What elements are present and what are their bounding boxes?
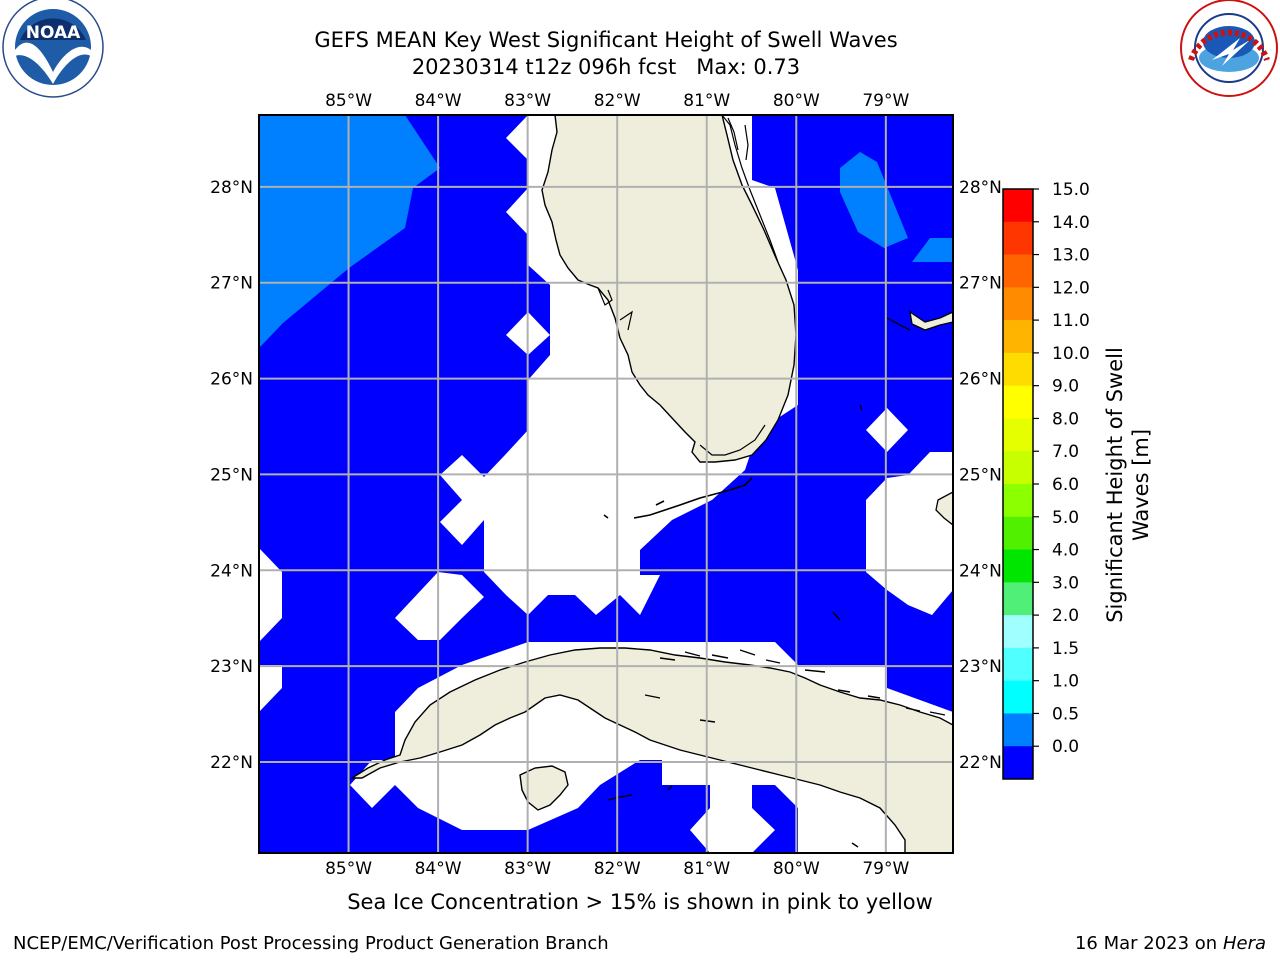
colorbar-swatch: [1003, 320, 1033, 354]
colorbar-swatch: [1003, 385, 1033, 419]
lon-tick-label-bottom: 82°W: [594, 859, 641, 879]
land-cuba: [349, 647, 953, 853]
colorbar-tick-label: 5.0: [1052, 508, 1079, 528]
no-data-region: [259, 548, 282, 642]
lat-tick-label-left: 26°N: [210, 370, 253, 390]
colorbar-swatch: [1003, 484, 1033, 518]
colorbar-swatch: [1003, 680, 1033, 714]
colorbar-tick-label: 3.0: [1052, 573, 1079, 593]
lat-tick-label-right: 26°N: [959, 370, 1002, 390]
footer-date-text: 16 Mar 2023 on: [1074, 933, 1218, 954]
chart-title: GEFS MEAN Key West Significant Height of…: [314, 28, 898, 52]
colorbar-swatch: [1003, 516, 1033, 551]
lon-tick-label-top: 79°W: [862, 91, 909, 111]
no-data-region: [259, 665, 282, 712]
colorbar-tick-label: 14.0: [1052, 213, 1090, 233]
footer-credit: NCEP/EMC/Verification Post Processing Pr…: [13, 933, 609, 954]
swell-mid-region: [912, 238, 953, 262]
colorbar-tick-label: 11.0: [1052, 311, 1090, 331]
lon-tick-label-bottom: 79°W: [862, 859, 909, 879]
colorbar: 15.0 14.0 13.0 12.0 11.0 10.0 9.0 8.0 7.0 6.0 5.0 4…: [1002, 180, 1153, 780]
colorbar-swatch: [1003, 451, 1033, 485]
colorbar-swatch: [1003, 582, 1033, 616]
map-area: [259, 115, 953, 853]
colorbar-tick-label: 10.0: [1052, 344, 1090, 364]
no-data-region: [395, 572, 484, 640]
colorbar-tick-label: 13.0: [1052, 246, 1090, 266]
colorbar-swatch: [1003, 549, 1033, 583]
colorbar-tick-label: 15.0: [1052, 180, 1090, 200]
lat-tick-label-right: 28°N: [959, 178, 1002, 198]
colorbar-tick-label: 12.0: [1052, 278, 1090, 298]
footer-host: Hera: [1222, 933, 1266, 954]
lon-tick-label-top: 82°W: [594, 91, 641, 111]
colorbar-swatch: [1003, 647, 1033, 682]
map-frame: [258, 114, 954, 854]
colorbar-tick-label: 4.0: [1052, 541, 1079, 561]
colorbar-label: Significant Height of Swell Waves [m]: [1103, 347, 1153, 623]
coastline-detail: [597, 115, 779, 456]
lon-tick-label-bottom: 85°W: [325, 859, 372, 879]
lat-tick-label-right: 24°N: [959, 561, 1002, 581]
colorbar-tick-label: 1.0: [1052, 672, 1079, 692]
map-gridlines: [259, 115, 953, 853]
land-bahamas: [909, 310, 953, 331]
lon-tick-label-top: 83°W: [504, 91, 551, 111]
chart-subtitle: 20230314 t12z 096h fcst Max: 0.73: [411, 55, 801, 79]
lon-tick-label-top: 81°W: [683, 91, 730, 111]
map-axis-labels: 85°W 85°W 84°W 84°W 83°W 83°W 82°W 82°W 81°W 81°W…: [210, 91, 1002, 879]
florida-keys: [603, 477, 753, 519]
cuba-keys: [644, 649, 946, 723]
footer-date: 16 Mar 2023 on Hera: [1075, 933, 1266, 954]
lon-tick-label-top: 85°W: [325, 91, 372, 111]
colorbar-tick-label: 2.0: [1052, 606, 1079, 626]
nws-logo: [1180, 0, 1278, 97]
colorbar-swatch: [1003, 254, 1033, 288]
land-bahamas: [935, 491, 953, 526]
colorbar-tick-label: 8.0: [1052, 409, 1079, 429]
lat-tick-label-left: 22°N: [210, 753, 253, 773]
colorbar-swatch: [1003, 713, 1033, 747]
colorbar-swatch: [1003, 352, 1033, 387]
noaa-logo-text: NOAA: [26, 23, 81, 43]
lat-tick-label-left: 24°N: [210, 561, 253, 581]
colorbar-swatch: [1003, 287, 1033, 321]
lon-tick-label-bottom: 83°W: [504, 859, 551, 879]
colorbar-swatch: [1003, 189, 1033, 223]
colorbar-swatch: [1003, 615, 1033, 649]
colorbar-swatch: [1003, 418, 1033, 452]
colorbar-swatch: [1003, 221, 1033, 256]
lon-tick-label-bottom: 84°W: [415, 859, 462, 879]
lat-tick-label-left: 23°N: [210, 657, 253, 677]
lat-tick-label-left: 27°N: [210, 274, 253, 294]
lat-tick-label-right: 25°N: [959, 465, 1002, 485]
colorbar-tick-label: 6.0: [1052, 475, 1079, 495]
swell-mid-region: [840, 152, 908, 248]
no-data-region: [866, 408, 908, 452]
bahamas-islets: [832, 317, 911, 848]
lon-tick-label-bottom: 80°W: [773, 859, 820, 879]
colorbar-tick-label: 0.0: [1052, 737, 1079, 757]
colorbar-tick-label: 0.5: [1052, 704, 1079, 724]
colorbar-tick-label: 7.0: [1052, 442, 1079, 462]
lat-tick-label-left: 28°N: [210, 178, 253, 198]
colorbar-tick-label: 1.5: [1052, 639, 1079, 659]
colorbar-label-line2: Waves [m]: [1129, 429, 1153, 541]
land-isla-juventud: [519, 765, 569, 811]
colorbar-tick-label: 9.0: [1052, 377, 1079, 397]
islets: [607, 785, 673, 801]
colorbar-label-line1: Significant Height of Swell: [1103, 347, 1127, 623]
lon-tick-label-top: 80°W: [773, 91, 820, 111]
lon-tick-label-bottom: 81°W: [683, 859, 730, 879]
colorbar-swatch: [1003, 746, 1033, 780]
noaa-logo: NOAA: [2, 0, 104, 98]
lon-tick-label-top: 84°W: [415, 91, 462, 111]
no-data-region: [866, 452, 953, 615]
sea-ice-note: Sea Ice Concentration > 15% is shown in …: [347, 890, 933, 914]
lat-tick-label-right: 23°N: [959, 657, 1002, 677]
lat-tick-label-right: 22°N: [959, 753, 1002, 773]
lat-tick-label-right: 27°N: [959, 274, 1002, 294]
lat-tick-label-left: 25°N: [210, 465, 253, 485]
